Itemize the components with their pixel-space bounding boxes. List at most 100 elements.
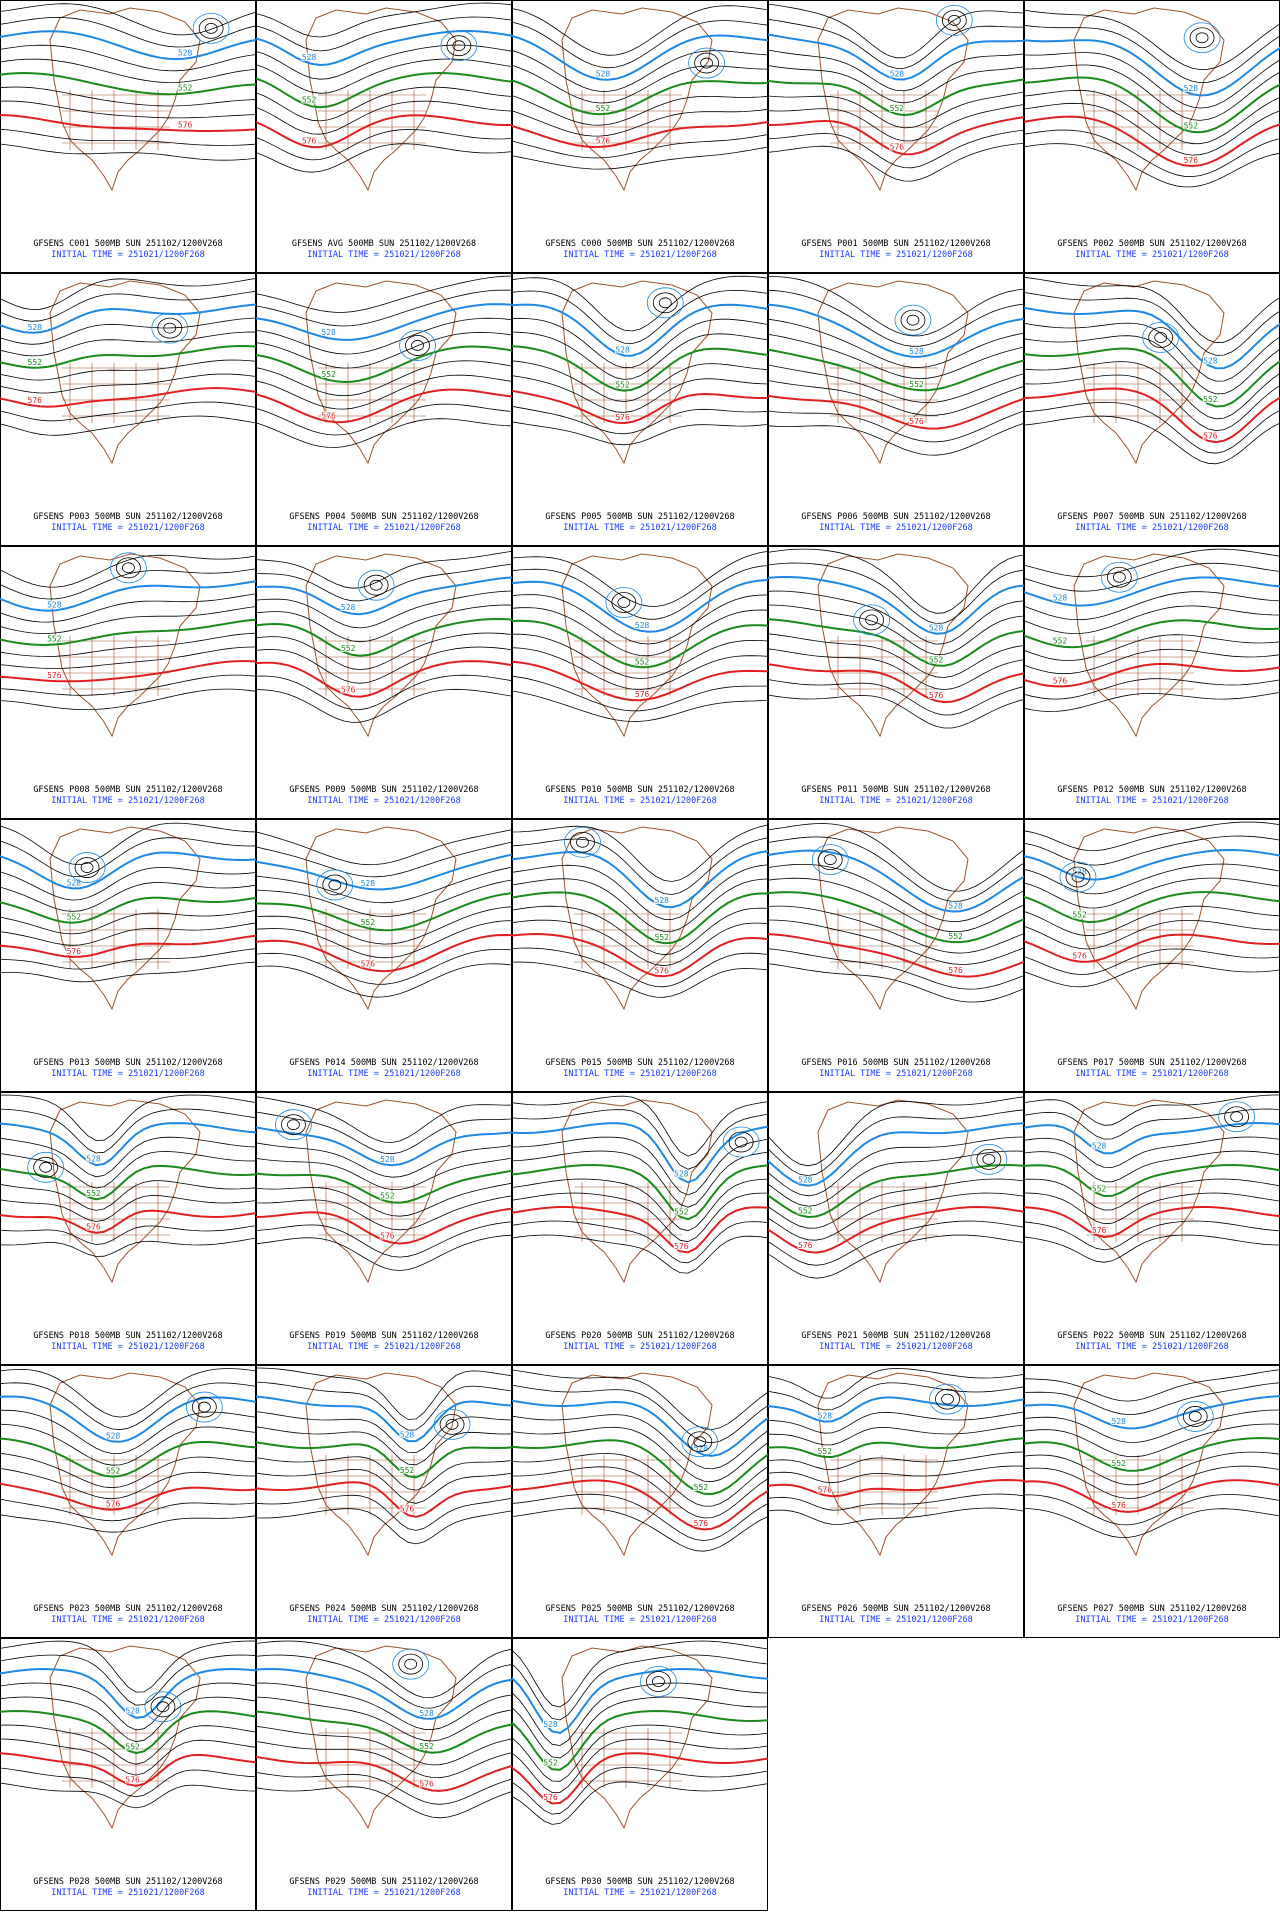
coastline [305, 1372, 457, 1557]
height-contour [256, 604, 512, 643]
closed-low [906, 314, 920, 326]
closed-low [576, 836, 589, 848]
panel-caption: GFSENS C000 500MB SUN 251102/1200V268 [545, 239, 734, 249]
height-contour [0, 100, 256, 119]
height-contour [512, 1466, 768, 1519]
panel-caption: GFSENS P020 500MB SUN 251102/1200V268 [545, 1331, 734, 1341]
height-contour [1024, 863, 1280, 895]
contour-label: 576 [1053, 677, 1068, 686]
height-contour-highlight [256, 1667, 512, 1720]
closed-low [894, 304, 932, 336]
coastline [561, 280, 713, 465]
height-contour [768, 18, 1024, 69]
contour-label: 576 [400, 1505, 415, 1514]
height-contour [0, 822, 256, 866]
closed-low [281, 1114, 306, 1136]
contour-label: 528 [400, 1431, 415, 1440]
height-contour-highlight [256, 303, 512, 341]
height-contour [512, 134, 768, 159]
closed-low [392, 1648, 430, 1680]
closed-low [404, 1658, 418, 1670]
height-contour [0, 1782, 256, 1809]
closed-low [328, 879, 342, 891]
coastline [1073, 553, 1225, 738]
height-contour-highlight [256, 1441, 512, 1479]
panel-init-time: INITIAL TIME = 251021/1200F268 [307, 1615, 461, 1625]
height-contour [0, 1724, 256, 1765]
height-contour [256, 44, 512, 80]
map-panel: 528 552 576 GFSENS P013 500MB SUN 251102/12… [0, 819, 256, 1092]
closed-low [275, 1109, 312, 1141]
height-contour-highlight [512, 850, 768, 909]
height-contour [256, 879, 512, 917]
closed-low [74, 857, 100, 878]
map-panel: 528 552 576 GFSENS P027 500MB SUN 251102/12… [1024, 1365, 1280, 1638]
map-area: 528 552 576 [0, 1640, 256, 1830]
contour-label: 552 [655, 933, 670, 942]
height-contour [768, 142, 1024, 182]
map-area: 528 552 576 [512, 1369, 768, 1557]
closed-low [865, 614, 878, 626]
contour-label: 528 [635, 621, 650, 630]
contour-label: 528 [1053, 593, 1068, 602]
closed-low [191, 1396, 217, 1418]
height-contour [768, 1451, 1024, 1471]
height-contour [768, 276, 1024, 337]
height-contour [1024, 102, 1280, 156]
contour-label: 528 [818, 1412, 833, 1421]
contour-label: 552 [106, 1467, 121, 1476]
height-contour [0, 290, 256, 322]
height-contour [1024, 634, 1280, 661]
height-contour [768, 864, 1024, 923]
map-panel: 528 552 576 GFSENS P029 500MB SUN 251102/12… [256, 1638, 512, 1911]
panel-init-time: INITIAL TIME = 251021/1200F268 [51, 796, 205, 806]
height-contour [512, 20, 768, 69]
height-contour [1024, 605, 1280, 635]
closed-low [728, 1131, 754, 1153]
height-contour-highlight [256, 114, 512, 149]
contour-label: 528 [1203, 356, 1218, 365]
panel-init-time: INITIAL TIME = 251021/1200F268 [563, 796, 717, 806]
contour-label: 576 [655, 966, 670, 975]
map-panel: 528 552 576 GFSENS P023 500MB SUN 251102/12… [0, 1365, 256, 1638]
panel-caption: GFSENS P019 500MB SUN 251102/1200V268 [289, 1331, 478, 1341]
panel-frame [256, 0, 512, 273]
height-contour-highlight [512, 932, 768, 978]
height-contour [768, 1493, 1024, 1511]
closed-low [935, 4, 973, 36]
height-contour-highlight [512, 1479, 768, 1531]
height-contour [0, 593, 256, 623]
closed-low [941, 9, 967, 31]
height-contour [1024, 401, 1280, 454]
height-contour-highlight [0, 71, 256, 96]
height-contour [0, 401, 256, 422]
height-contour-highlight [0, 1437, 256, 1478]
closed-low [122, 562, 135, 574]
panel-init-time: INITIAL TIME = 251021/1200F268 [563, 1888, 717, 1898]
closed-low [110, 552, 147, 584]
height-contour [256, 1725, 512, 1766]
panel-caption: GFSENS P006 500MB SUN 251102/1200V268 [801, 512, 990, 522]
height-contour [256, 688, 512, 723]
contour-label: 528 [1184, 84, 1199, 93]
map-area: 528 552 576 [256, 826, 512, 1011]
height-contour-highlight [768, 663, 1024, 704]
contour-label: 552 [818, 1447, 833, 1456]
panel-caption: GFSENS P005 500MB SUN 251102/1200V268 [545, 512, 734, 522]
height-contour [1024, 1150, 1280, 1183]
panel-frame [0, 1365, 256, 1638]
height-contour [512, 1507, 768, 1552]
height-contour [0, 128, 256, 146]
closed-low [929, 1383, 966, 1415]
closed-low [39, 1161, 53, 1173]
height-contour [1024, 1136, 1280, 1168]
panel-init-time: INITIAL TIME = 251021/1200F268 [563, 250, 717, 260]
coastline [1073, 1099, 1225, 1284]
contour-label: 552 [380, 1192, 395, 1201]
height-contour [256, 100, 512, 135]
contour-label: 576 [178, 121, 193, 130]
contour-label: 552 [1203, 395, 1218, 404]
height-contour [1024, 129, 1280, 178]
height-contour [256, 16, 512, 52]
height-contour [1024, 24, 1280, 84]
